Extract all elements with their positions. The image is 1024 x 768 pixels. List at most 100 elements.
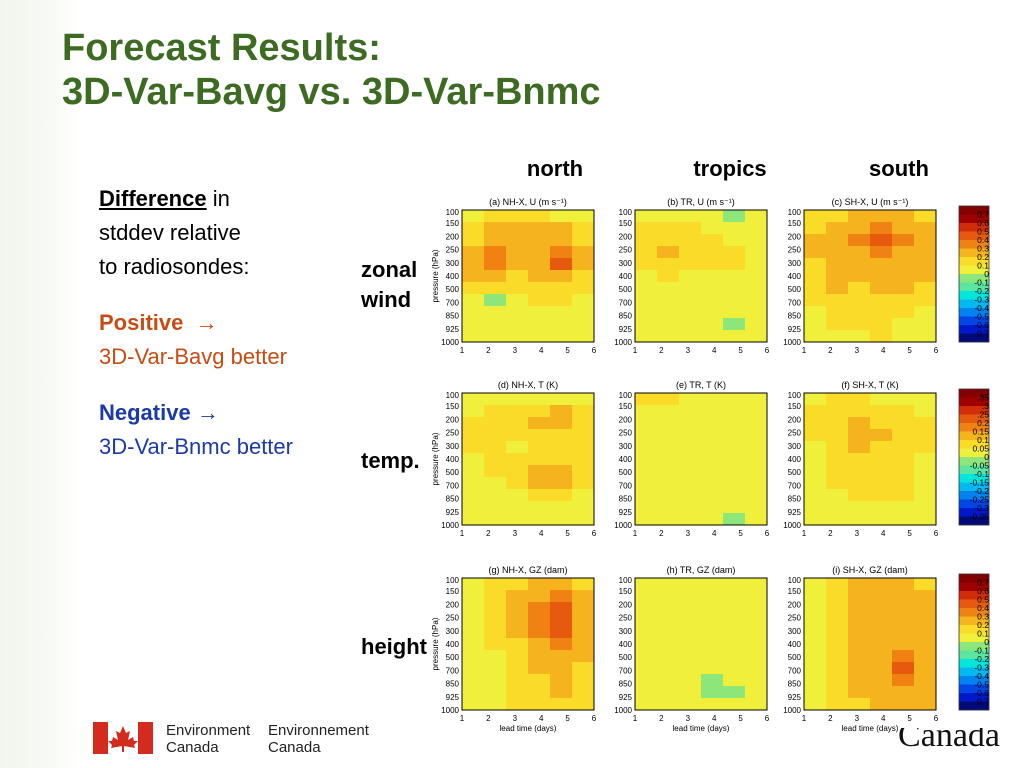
contour-cell [892,294,915,307]
y-axis-label: pressure (hPa) [431,432,440,485]
contour-cell [892,662,915,675]
contour-cell [745,405,768,418]
contour-cell [572,674,595,687]
contour-cell [848,513,871,526]
contour-cell [914,429,937,442]
x-tick-label: 5 [565,714,570,723]
contour-cell [679,674,702,687]
contour-cell [550,513,573,526]
y-tick-label: 500 [446,468,460,477]
contour-cell [745,270,768,283]
contour-cell [506,429,529,442]
x-tick-label: 4 [539,346,544,355]
contour-cell [462,246,485,259]
contour-cell [848,477,871,490]
contour-cell [506,638,529,651]
contour-cell [892,578,915,591]
contour-cell [745,626,768,639]
y-tick-label: 400 [788,640,802,649]
colorbar-swatch [959,574,989,583]
colorbar-label: 0.4 [977,235,989,245]
contour-cell [462,234,485,247]
contour-cell [550,441,573,454]
contour-cell [462,614,485,627]
contour-cell [550,405,573,418]
contour-cell [870,405,893,418]
colorbar-swatch [959,257,989,266]
colorbar-label: 0.1 [977,629,989,639]
contour-cell [484,686,507,699]
y-tick-label: 700 [619,298,633,307]
contour-cell [657,294,680,307]
contour-cell [635,638,658,651]
slide-title-line1: Forecast Results: [62,27,381,69]
contour-cell [723,489,746,502]
contour-cell [657,210,680,223]
colorbar-swatch [959,206,989,215]
contour-cell [550,590,573,603]
contour-cell [914,590,937,603]
y-tick-label: 850 [788,312,802,321]
y-tick-label: 1000 [783,338,801,347]
contour-cell [848,686,871,699]
contour-cell [550,246,573,259]
contour-cell [635,578,658,591]
contour-cell [657,282,680,295]
contour-cell [506,330,529,343]
contour-cell [528,270,551,283]
contour-cell [572,489,595,502]
x-tick-label: 5 [738,529,743,538]
contour-cell [506,417,529,430]
contour-cell [550,638,573,651]
panel-title: (a) NH-X, U (m s⁻¹) [489,197,567,207]
contour-cell [914,465,937,478]
y-tick-label: 500 [446,285,460,294]
colorbar-label: -0.7 [974,329,989,339]
contour-cell [848,614,871,627]
contour-cell [870,477,893,490]
y-tick-label: 300 [619,627,633,636]
contour-cell [804,674,827,687]
colorbar-label: -0.2 [974,486,989,496]
y-tick-label: 500 [446,653,460,662]
contour-cell [892,477,915,490]
contour-cell [635,626,658,639]
contour-cell [914,306,937,319]
contour-cell [723,662,746,675]
contour-cell [870,294,893,307]
y-tick-label: 500 [788,468,802,477]
contour-cell [826,590,849,603]
contour-cell [848,638,871,651]
contour-cell [572,626,595,639]
contour-cell [804,270,827,283]
x-tick-label: 1 [633,529,638,538]
x-tick-label: 3 [855,529,860,538]
contour-cell [462,465,485,478]
x-tick-label: 3 [686,529,691,538]
contour-cell [484,501,507,514]
contour-cell [506,650,529,663]
colorbar-swatch [959,465,989,475]
contour-cell [484,429,507,442]
contour-cell [848,453,871,466]
positive-arrow-icon: → [195,310,218,335]
contour-cell [572,210,595,223]
contour-cell [528,330,551,343]
contour-cell [550,489,573,502]
colorbar-swatch [959,274,989,283]
panel-frame [634,392,768,526]
contour-cell [892,330,915,343]
contour-cell [745,638,768,651]
contour-cell [484,234,507,247]
y-tick-label: 700 [788,298,802,307]
contour-cell [635,698,658,711]
contour-cell [804,306,827,319]
contour-cell [528,638,551,651]
panel-5: (e) TR, T (K) 100 150 200 250 300 400 500 700 850… [614,380,770,538]
contour-cell [745,246,768,259]
contour-cell [679,282,702,295]
contour-cell [462,590,485,603]
contour-cell [635,453,658,466]
contour-cell [848,270,871,283]
contour-cell [462,210,485,223]
